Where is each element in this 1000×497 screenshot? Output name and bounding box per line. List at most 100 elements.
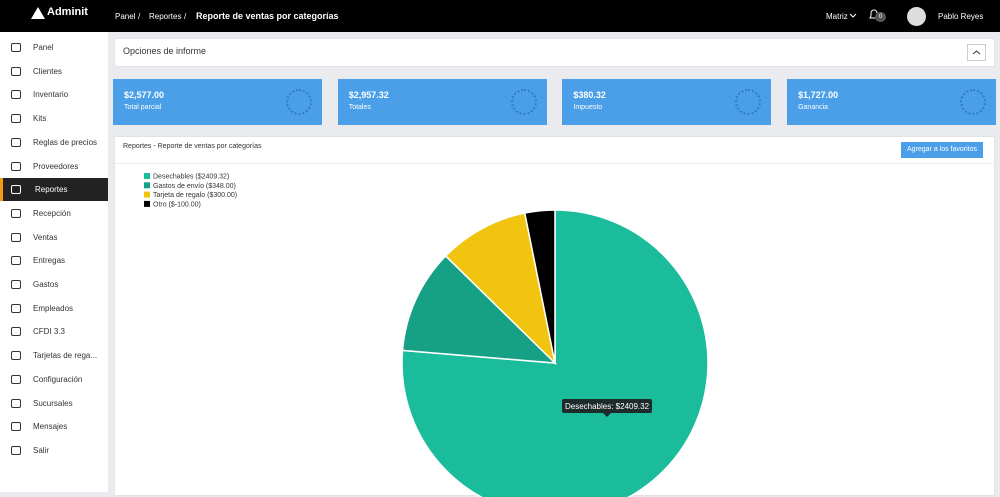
stat-value: $2,577.00 xyxy=(124,90,165,100)
nav-icon xyxy=(11,114,21,124)
nav-item[interactable]: Mensajes xyxy=(0,415,108,438)
nav-label: Recepción xyxy=(33,208,71,218)
nav-icon xyxy=(11,327,21,337)
nav-label: Reglas de precios xyxy=(33,137,98,147)
report-panel: Reportes - Reporte de ventas por categor… xyxy=(114,136,996,497)
nav-item[interactable]: Configuración xyxy=(0,368,108,391)
tooltip-arrow xyxy=(603,413,611,417)
nav-icon xyxy=(11,280,21,289)
pie-chart: Desechables ($2409.32) Gastos de envío ($… xyxy=(144,173,709,497)
nav-item[interactable]: Entregas xyxy=(0,249,108,272)
stat-card: $380.32 Impuesto xyxy=(562,79,772,125)
options-panel: Opciones de informe xyxy=(114,38,995,67)
user-name[interactable]: Pablo Reyes xyxy=(938,12,984,21)
legend-swatch xyxy=(144,191,150,198)
nav-item[interactable]: Clientes xyxy=(0,60,108,83)
nav-label: Mensajes xyxy=(33,422,68,432)
breadcrumb[interactable]: Panel xyxy=(115,12,136,21)
nav-icon xyxy=(11,43,21,52)
nav-item[interactable]: Panel xyxy=(0,36,108,59)
nav-icon xyxy=(11,161,21,171)
page-title: Reporte de ventas por categorías xyxy=(196,11,339,21)
stat-icon xyxy=(286,89,312,115)
nav-label: Proveedores xyxy=(33,161,79,171)
nav-item[interactable]: Inventario xyxy=(0,83,108,106)
nav-icon xyxy=(11,445,21,455)
nav-item[interactable]: Tarjetas de rega... xyxy=(0,344,108,367)
tooltip-box xyxy=(562,399,652,413)
nav-item[interactable]: CFDI 3.3 xyxy=(0,320,108,343)
legend-label: Tarjeta de regalo ($300.00) xyxy=(153,192,237,199)
nav-label: Reportes xyxy=(35,185,68,195)
pie-slice xyxy=(401,209,709,497)
nav-icon xyxy=(11,422,21,432)
nav-item[interactable]: Empleados xyxy=(0,297,108,320)
top-bar: Adminit Panel / Reportes / Reporte de ve… xyxy=(0,0,1000,32)
nav-item[interactable]: Proveedores xyxy=(0,155,108,178)
nav-icon xyxy=(11,185,21,195)
nav-icon xyxy=(11,90,21,100)
nav-label: CFDI 3.3 xyxy=(33,327,66,337)
nav-item[interactable]: Kits xyxy=(0,107,108,130)
stat-label: Ganancia xyxy=(798,104,829,111)
pie-slice xyxy=(444,212,557,366)
chevron xyxy=(972,50,981,55)
nav-label: Panel xyxy=(33,43,54,52)
stat-card: $2,577.00 Total parcial xyxy=(113,79,322,125)
stat-card: $2,957.32 Totales xyxy=(337,79,547,125)
caret xyxy=(849,13,857,18)
nav-icon xyxy=(11,351,21,361)
nav-label: Empleados xyxy=(33,303,74,313)
nav-label: Sucursales xyxy=(33,398,73,408)
nav-label: Entregas xyxy=(33,256,66,266)
favorite-button[interactable]: Agregar a los favoritos xyxy=(901,142,983,158)
nav-item[interactable]: Ventas xyxy=(0,226,108,249)
stat-label: Impuesto xyxy=(573,104,603,111)
legend-swatch xyxy=(144,182,150,189)
nav-icon xyxy=(11,137,21,147)
brand: Adminit xyxy=(47,6,88,18)
separator: / xyxy=(184,12,187,21)
nav-label: Inventario xyxy=(33,90,69,100)
legend-swatch xyxy=(144,173,150,179)
legend-label: Gastos de envío ($348.00) xyxy=(153,183,236,190)
report-title: Reportes - Reporte de ventas por categor… xyxy=(123,143,262,150)
legend-swatch xyxy=(144,200,150,207)
pie-slice xyxy=(523,209,556,364)
separator: / xyxy=(138,12,141,21)
nav-label: Gastos xyxy=(33,280,59,289)
nav-item[interactable]: Sucursales xyxy=(0,392,108,415)
nav-icon xyxy=(11,232,21,242)
stat-value: $1,727.00 xyxy=(798,90,839,100)
nav-icon xyxy=(11,374,21,384)
nav-icon xyxy=(11,208,21,218)
avatar[interactable] xyxy=(907,7,926,26)
stat-icon xyxy=(735,89,762,115)
breadcrumb[interactable]: Reportes xyxy=(149,12,182,21)
nav-icon xyxy=(11,66,21,76)
pie-slice xyxy=(401,254,558,364)
nav-item[interactable]: Recepción xyxy=(0,202,108,225)
stat-icon xyxy=(960,89,987,115)
nav-item[interactable]: Reglas de precios xyxy=(0,131,108,154)
badge: 0 xyxy=(875,12,886,22)
stat-card: $1,727.00 Ganancia xyxy=(787,79,997,125)
nav-icon xyxy=(11,256,21,266)
nav-item[interactable]: Reportes xyxy=(0,178,108,202)
logo xyxy=(31,7,45,19)
collapse-button[interactable] xyxy=(967,44,986,61)
stat-value: $380.32 xyxy=(573,90,606,100)
nav-icon xyxy=(11,303,21,313)
stat-value: $2,957.32 xyxy=(348,90,389,100)
branch-select[interactable]: Matriz xyxy=(826,12,848,21)
legend-label: Otro ($-100.00) xyxy=(153,201,201,208)
tooltip: Desechables: $2409.32 xyxy=(565,402,650,411)
options-title: Opciones de informe xyxy=(123,46,207,56)
stat-icon xyxy=(510,89,537,115)
nav-label: Ventas xyxy=(33,232,58,242)
sidebar: Panel Clientes Inventario Kits Reglas de pre… xyxy=(0,32,108,492)
nav-item[interactable]: Gastos xyxy=(0,273,108,296)
nav-icon xyxy=(11,398,21,408)
divider xyxy=(115,163,996,164)
nav-item[interactable]: Salir xyxy=(0,439,108,462)
